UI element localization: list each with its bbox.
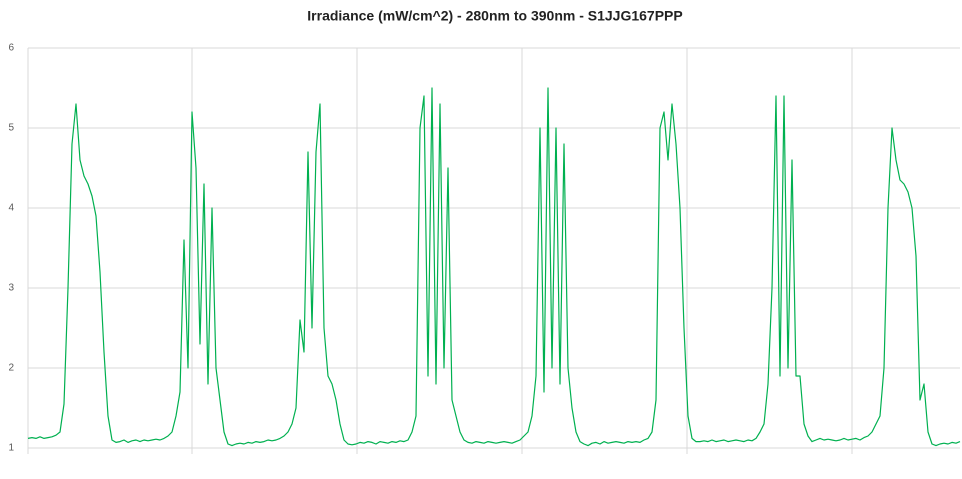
y-tick-label: 4 [8, 203, 14, 214]
y-tick-label: 3 [8, 283, 14, 294]
y-tick-label: 2 [8, 363, 14, 374]
y-tick-label: 6 [8, 43, 14, 54]
chart-title: Irradiance (mW/cm^2) - 280nm to 390nm - … [307, 8, 682, 24]
data-line [27, 87, 961, 447]
y-tick-label: 5 [8, 123, 14, 134]
y-tick-label: 1 [8, 443, 14, 454]
